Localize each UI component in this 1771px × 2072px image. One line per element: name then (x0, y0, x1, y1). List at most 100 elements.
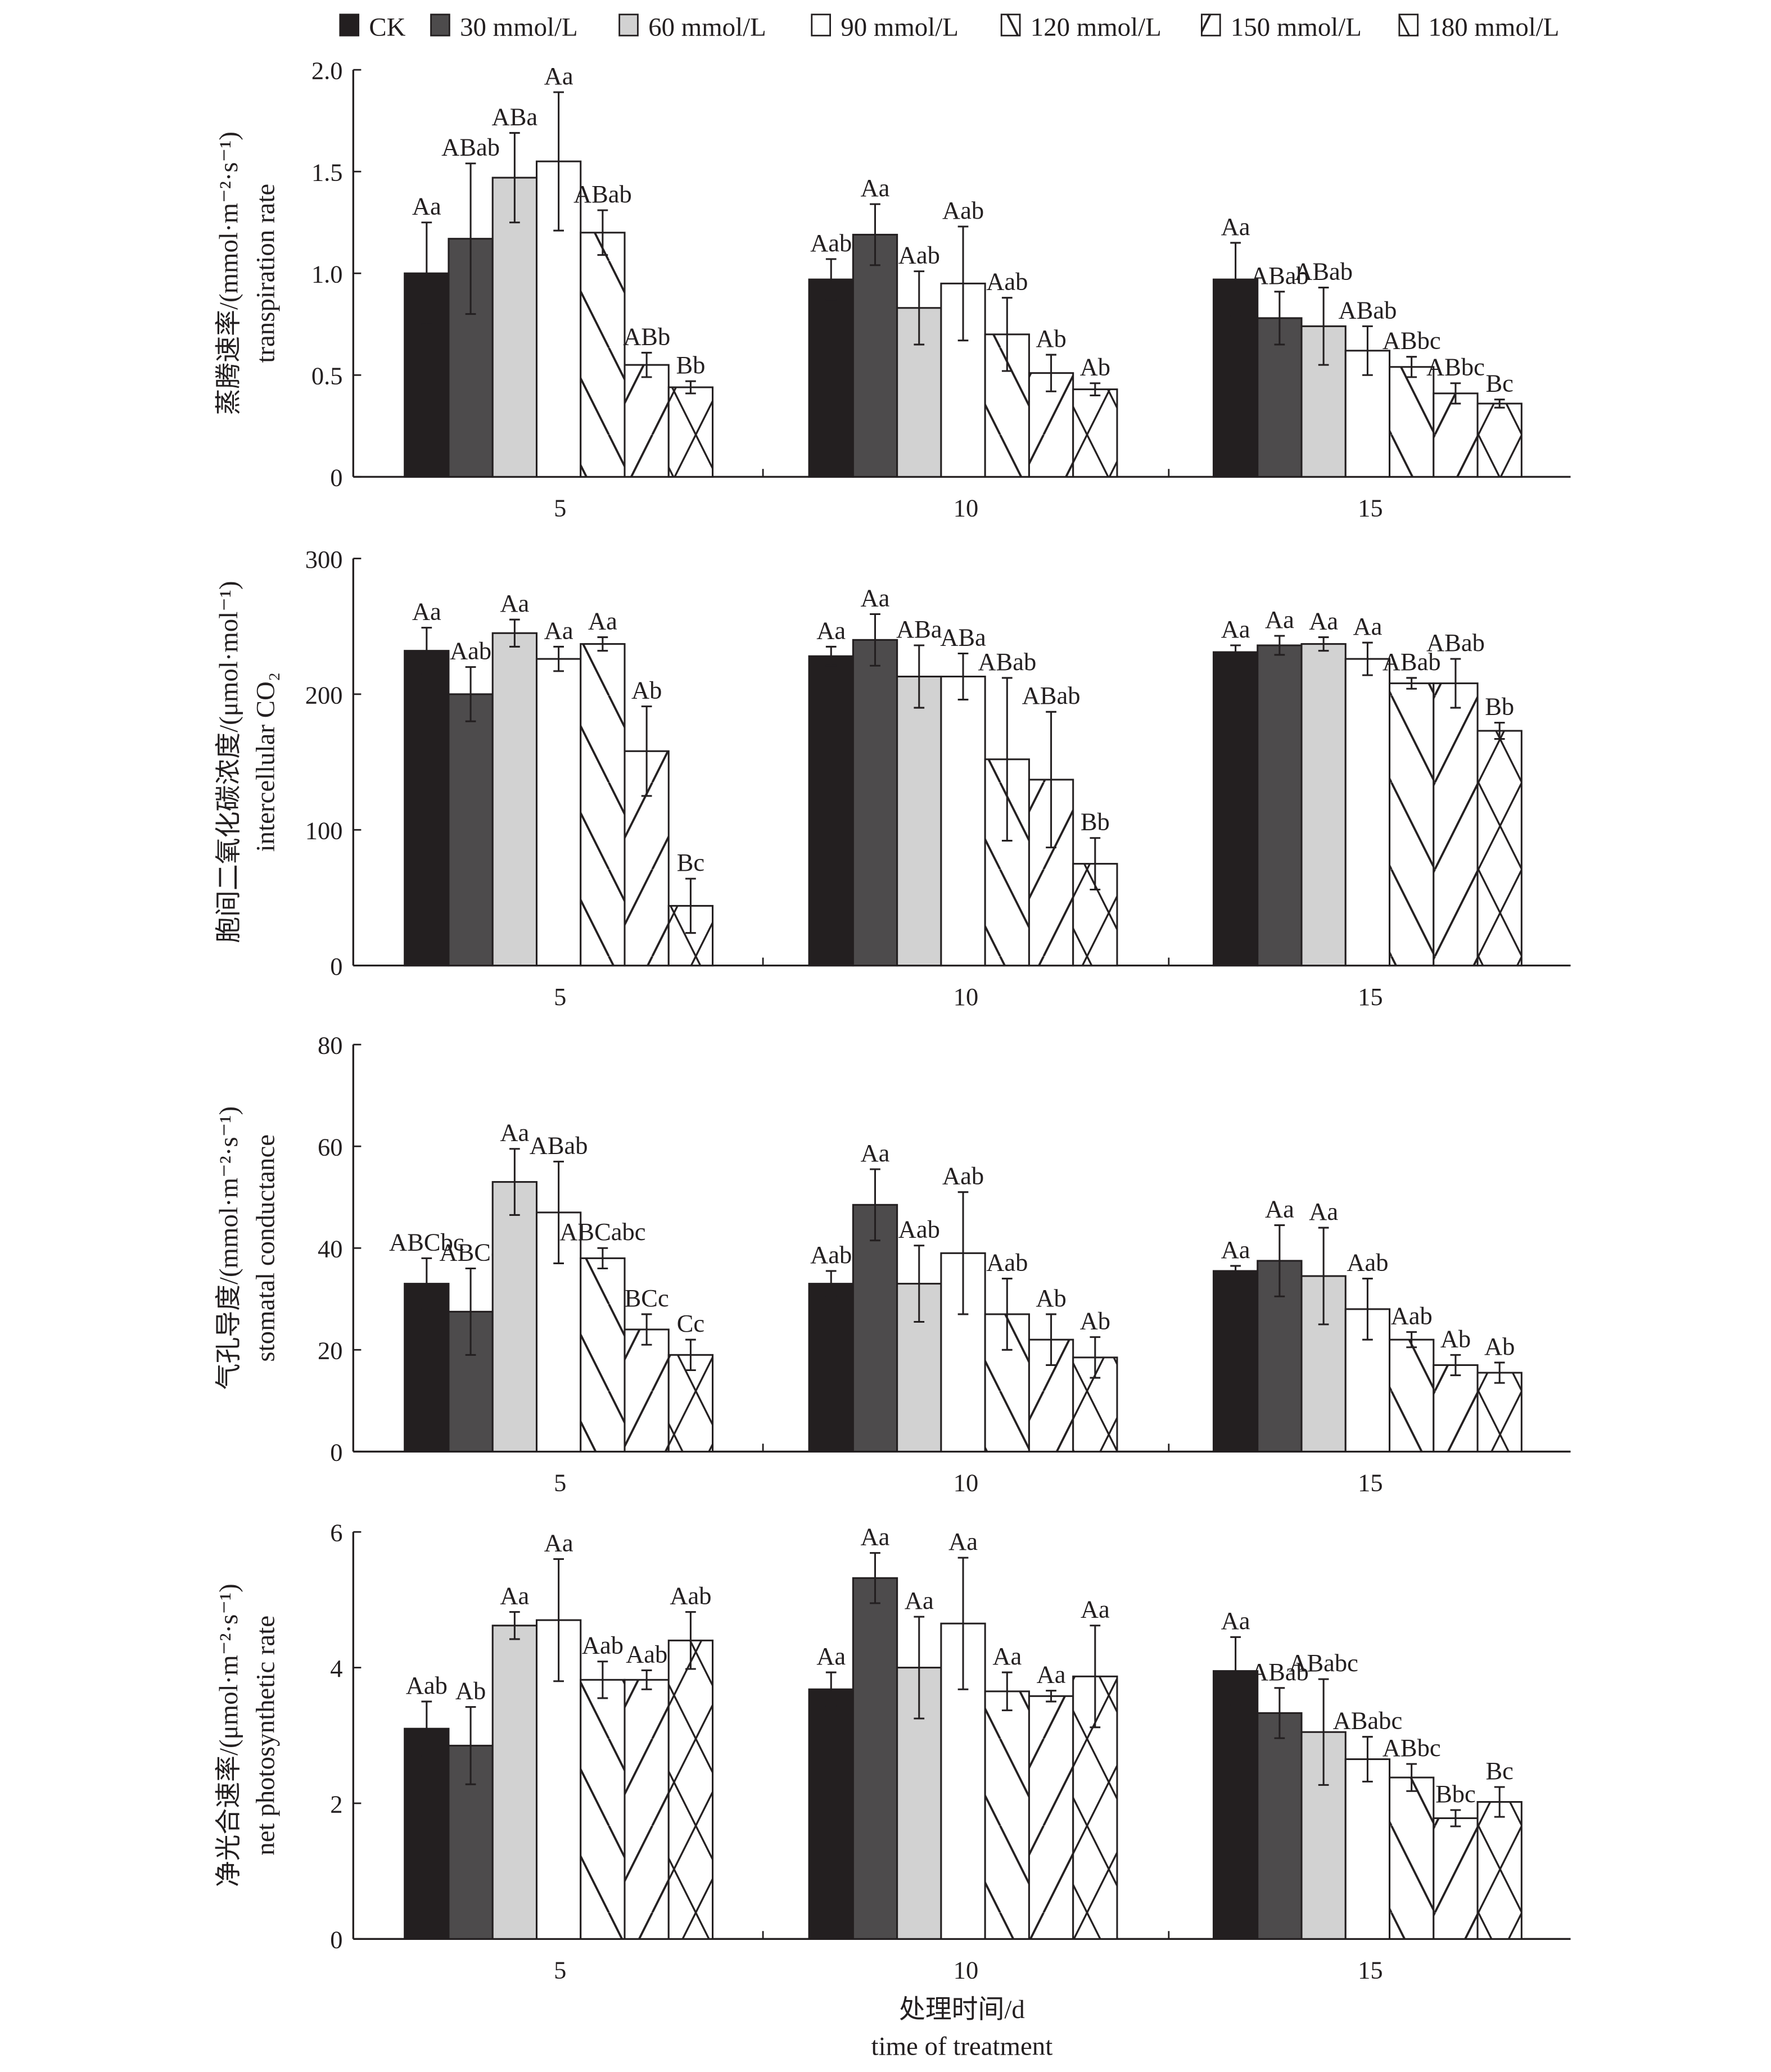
error-bar (1450, 1354, 1461, 1377)
error-bar (421, 221, 432, 325)
legend-swatch (618, 13, 639, 37)
bar (808, 278, 854, 478)
significance-label: Aab (942, 196, 984, 224)
significance-label: Aa (992, 1642, 1022, 1670)
y-tick-label: 1.0 (311, 260, 343, 288)
error-bar (509, 618, 520, 648)
significance-label: ABab (1426, 628, 1485, 657)
significance-label: Aa (1221, 1607, 1250, 1635)
bar (624, 364, 670, 478)
panel-3: 0 20 40 60 80 5 10 15 气孔导度/(mmol·m⁻²·s⁻¹) stomata… (214, 1032, 1571, 1497)
significance-label: Ab (1080, 1307, 1110, 1335)
x-tick-label: 15 (1358, 1469, 1383, 1497)
significance-label: Aa (1265, 605, 1294, 634)
significance-label: ABab (1250, 261, 1309, 289)
error-bar (1450, 658, 1461, 709)
significance-label: Bc (677, 848, 704, 876)
error-bar (1406, 1331, 1417, 1349)
bar (1344, 1758, 1391, 1940)
error-bar (465, 666, 476, 722)
error-bar (1450, 1809, 1461, 1827)
bar (1389, 1338, 1435, 1453)
significance-label: ABb (623, 322, 670, 350)
panel-1: 0 0.5 1.0 1.5 2.0 5 10 15 蒸腾速率/(mmol·m⁻²·s⁻¹) tra… (214, 57, 1571, 522)
significance-label: ABabc (1289, 1649, 1358, 1677)
x-tick-label: 15 (1358, 983, 1383, 1011)
error-bar (1362, 641, 1373, 676)
bar (491, 1181, 538, 1453)
bar (404, 1283, 450, 1453)
error-bar (1318, 636, 1329, 652)
error-bar (465, 1267, 476, 1356)
significance-label: Aa (861, 174, 890, 202)
bar (1389, 1776, 1435, 1940)
error-bar (509, 1611, 520, 1640)
panel-2: 0 100 200 300 5 10 15 胞间二氧化碳浓度/(μmol·mol⁻¹) inte… (214, 545, 1571, 1011)
error-bar (825, 645, 837, 667)
significance-label: Bc (1485, 1757, 1513, 1785)
error-bar (1046, 354, 1056, 392)
legend-swatch (339, 13, 360, 37)
significance-label: Aa (544, 1528, 573, 1557)
bar (984, 1690, 1030, 1940)
significance-label: Aab (450, 637, 491, 665)
significance-label: ABab (1383, 648, 1441, 676)
y-tick-label: 100 (305, 817, 343, 845)
error-bar (685, 1338, 696, 1372)
error-bar (1494, 722, 1505, 740)
bar (1257, 644, 1303, 967)
error-bar (1318, 1678, 1329, 1786)
significance-label: ABab (1250, 1658, 1309, 1686)
error-bar (685, 380, 696, 395)
error-bar (685, 877, 696, 934)
significance-label: Aa (1221, 615, 1250, 643)
error-bar (914, 1245, 925, 1323)
bar (1389, 682, 1435, 967)
legend-swatch (1200, 13, 1221, 37)
y-tick-label: 6 (330, 1519, 342, 1547)
significance-label: BCc (625, 1284, 669, 1312)
bar (940, 676, 986, 967)
significance-label: ABab (1338, 296, 1397, 324)
x-tick-label: 5 (554, 1956, 566, 1984)
significance-label: Aab (810, 1241, 852, 1269)
significance-label: Aa (500, 1119, 529, 1147)
significance-label: ABCabc (559, 1218, 645, 1246)
significance-label: Ab (1036, 1284, 1066, 1312)
bar (1344, 658, 1391, 967)
error-bar (1001, 1278, 1013, 1351)
significance-label: Aa (948, 1527, 978, 1555)
error-bar (1001, 677, 1013, 842)
error-bar (1450, 382, 1461, 405)
significance-label: Aa (1037, 1661, 1066, 1689)
error-bar (1494, 399, 1505, 409)
significance-label: Aab (898, 241, 940, 269)
bar (1028, 1695, 1074, 1940)
x-axis-label-cn: 处理时间/d (899, 1995, 1025, 2024)
bar (1433, 1817, 1479, 1940)
bar (896, 676, 942, 967)
significance-label: Aa (816, 1642, 846, 1670)
significance-label: Aab (670, 1582, 711, 1610)
y-tick-label: 40 (318, 1235, 343, 1263)
significance-label: Ab (1484, 1332, 1515, 1360)
significance-label: Ab (455, 1677, 486, 1705)
y-tick-label: 20 (318, 1337, 343, 1365)
significance-label: Aa (1309, 1197, 1338, 1225)
error-bar (1046, 1690, 1056, 1703)
error-bar (597, 1661, 608, 1699)
y-axis-label-cn: 气孔导度/(mmol·m⁻²·s⁻¹) (214, 1106, 243, 1390)
legend-label: 150 mmol/L (1231, 12, 1362, 42)
significance-label: ABbc (1383, 1734, 1441, 1762)
error-bar (641, 705, 652, 797)
y-axis-label-en: stomatal conductance (251, 1134, 281, 1362)
significance-label: Aa (544, 616, 573, 644)
error-bar (870, 1552, 880, 1604)
x-axis-label-en: time of treatment (871, 2032, 1053, 2061)
bar (404, 650, 450, 967)
error-bar (1046, 1313, 1056, 1366)
bar (1476, 1801, 1522, 1940)
y-tick-label: 60 (318, 1133, 343, 1161)
significance-label: ABabc (1333, 1707, 1403, 1735)
error-bar (597, 636, 608, 652)
